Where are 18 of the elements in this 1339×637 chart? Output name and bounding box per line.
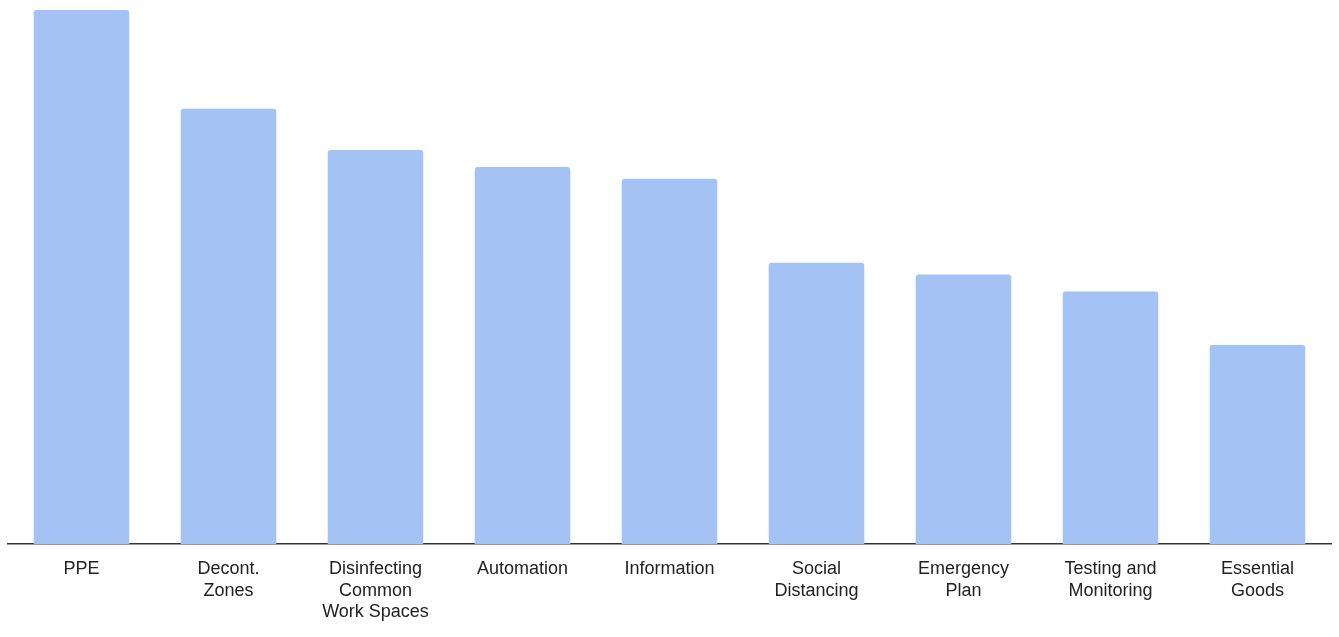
bar	[1209, 344, 1306, 545]
bar	[474, 167, 571, 545]
x-tick-label: Decont. Zones	[197, 557, 260, 600]
x-tick-label: Emergency Plan	[917, 557, 1010, 600]
bar	[1062, 291, 1159, 545]
x-tick-label: Testing and Monitoring	[1064, 557, 1157, 600]
bar	[915, 274, 1012, 545]
x-tick-label: PPE	[63, 557, 100, 578]
bar	[621, 178, 718, 545]
x-tick-label: Automation	[476, 557, 569, 578]
bar	[768, 262, 865, 545]
x-tick-label: Essential Goods	[1220, 557, 1295, 600]
bar	[180, 108, 277, 545]
bar	[327, 149, 424, 545]
bar	[33, 10, 130, 545]
x-tick-label: Disinfecting Common Work Spaces	[322, 557, 429, 622]
x-tick-label: Information	[624, 557, 715, 578]
x-tick-label: Social Distancing	[774, 557, 859, 600]
